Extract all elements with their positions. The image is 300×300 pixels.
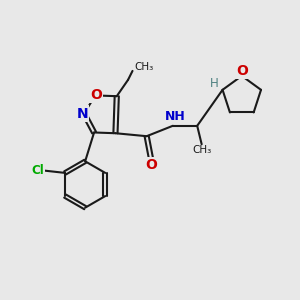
Text: CH₃: CH₃ [193,145,212,155]
Text: H: H [210,77,219,90]
Text: N: N [77,106,88,121]
Text: NH: NH [165,110,186,123]
Text: O: O [90,88,102,102]
Text: O: O [145,158,157,172]
Text: CH₃: CH₃ [134,62,153,72]
Text: O: O [236,64,248,77]
Text: Cl: Cl [32,164,44,177]
